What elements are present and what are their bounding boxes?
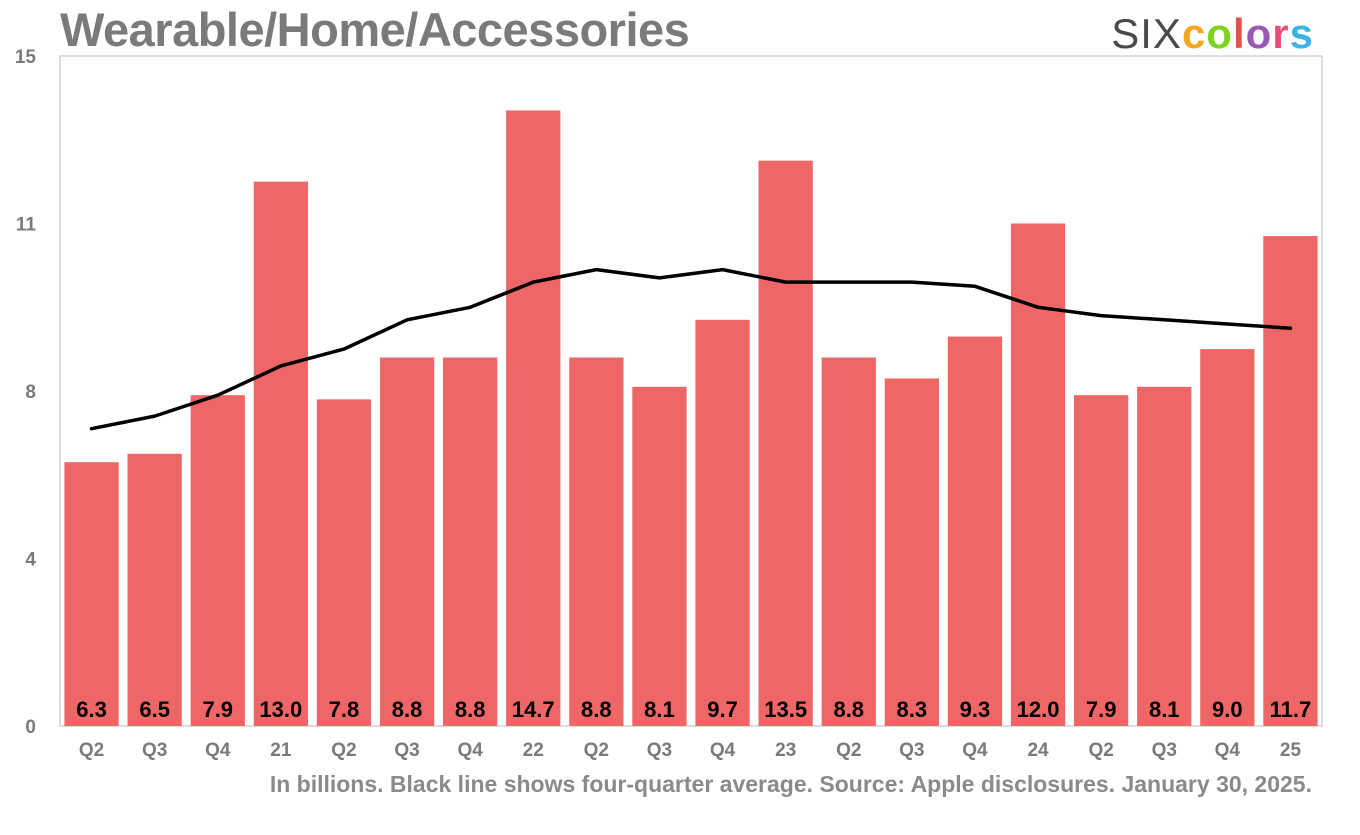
chart-footnote: In billions. Black line shows four-quart… [269, 771, 1312, 797]
chart-title: Wearable/Home/Accessories [60, 3, 690, 56]
bar [695, 319, 750, 726]
bar-data-label: 8.8 [833, 697, 864, 722]
bar-data-label: 7.9 [1086, 697, 1117, 722]
bar [947, 336, 1003, 726]
x-tick-label: 22 [523, 740, 544, 761]
bar-data-label: 9.3 [960, 697, 991, 722]
bar [506, 110, 561, 726]
x-tick-label: Q3 [899, 740, 924, 761]
x-tick-label: Q2 [836, 740, 861, 761]
bar-data-label: 9.7 [707, 697, 738, 722]
bar-data-label: 13.0 [259, 697, 302, 722]
bar [253, 181, 308, 726]
x-tick-label: Q2 [331, 740, 356, 761]
logo-prefix: SIX [1111, 10, 1182, 57]
y-tick-label: 0 [25, 717, 36, 738]
bar [64, 462, 119, 726]
bar-data-label: 12.0 [1017, 697, 1060, 722]
y-tick-label: 8 [25, 382, 36, 403]
bar-data-label: 8.1 [644, 697, 675, 722]
bar [1010, 223, 1066, 726]
bar-data-label: 6.5 [139, 697, 170, 722]
x-tick-label: Q2 [584, 740, 609, 761]
sixcolors-logo: SIXcolors [1111, 10, 1314, 58]
bar-data-label: 14.7 [512, 697, 555, 722]
logo-colors: colors [1182, 10, 1314, 57]
y-tick-label: 15 [15, 47, 37, 68]
x-tick-label: Q4 [710, 740, 736, 761]
bar [758, 160, 813, 726]
bar [379, 357, 435, 726]
bar-data-label: 7.8 [329, 697, 360, 722]
bar-data-label: 9.0 [1212, 697, 1243, 722]
x-tick-label: 24 [1027, 740, 1049, 761]
bar [1074, 395, 1129, 726]
x-tick-label: Q2 [79, 740, 104, 761]
logo-letter-0: c [1181, 10, 1207, 57]
x-tick-label: 21 [270, 740, 292, 761]
bar [1137, 386, 1192, 726]
bar-data-label: 8.1 [1149, 697, 1180, 722]
x-tick-label: Q3 [647, 740, 672, 761]
x-tick-label: Q4 [1215, 740, 1241, 761]
average-line [89, 267, 1293, 431]
bar [821, 357, 876, 726]
x-tick-label: 23 [775, 740, 796, 761]
bar [127, 453, 182, 726]
x-tick-label: Q4 [457, 740, 483, 761]
plot-frame [59, 55, 1323, 727]
bar-data-label: 8.8 [392, 697, 423, 722]
bar [632, 386, 687, 726]
bar [1263, 236, 1318, 726]
bar-data-label: 7.9 [202, 697, 233, 722]
bar-data-label: 8.8 [581, 697, 612, 722]
bar-data-label: 6.3 [76, 697, 107, 722]
x-tick-label: Q3 [142, 740, 167, 761]
bar-data-label: 8.3 [897, 697, 928, 722]
bar-data-label: 8.8 [455, 697, 486, 722]
y-tick-label: 4 [25, 550, 36, 571]
bar [884, 378, 939, 726]
logo-letter-4: r [1272, 10, 1290, 57]
x-tick-label: Q3 [394, 740, 419, 761]
logo-letter-5: s [1289, 10, 1314, 57]
logo-letter-3: o [1245, 10, 1273, 57]
x-tick-label: 25 [1280, 740, 1302, 761]
logo-letter-2: l [1232, 10, 1246, 57]
x-tick-label: Q3 [1152, 740, 1177, 761]
bar-data-label: 11.7 [1270, 697, 1312, 722]
bar [443, 357, 498, 726]
bar [190, 395, 245, 726]
x-tick-label: Q2 [1088, 740, 1113, 761]
bar-data-label: 13.5 [764, 697, 807, 722]
x-tick-label: Q4 [962, 740, 988, 761]
bar [1200, 349, 1255, 726]
bar [569, 357, 624, 726]
y-tick-label: 11 [16, 215, 37, 236]
x-tick-label: Q4 [205, 740, 231, 761]
bar [316, 399, 372, 726]
logo-letter-1: o [1206, 10, 1233, 57]
